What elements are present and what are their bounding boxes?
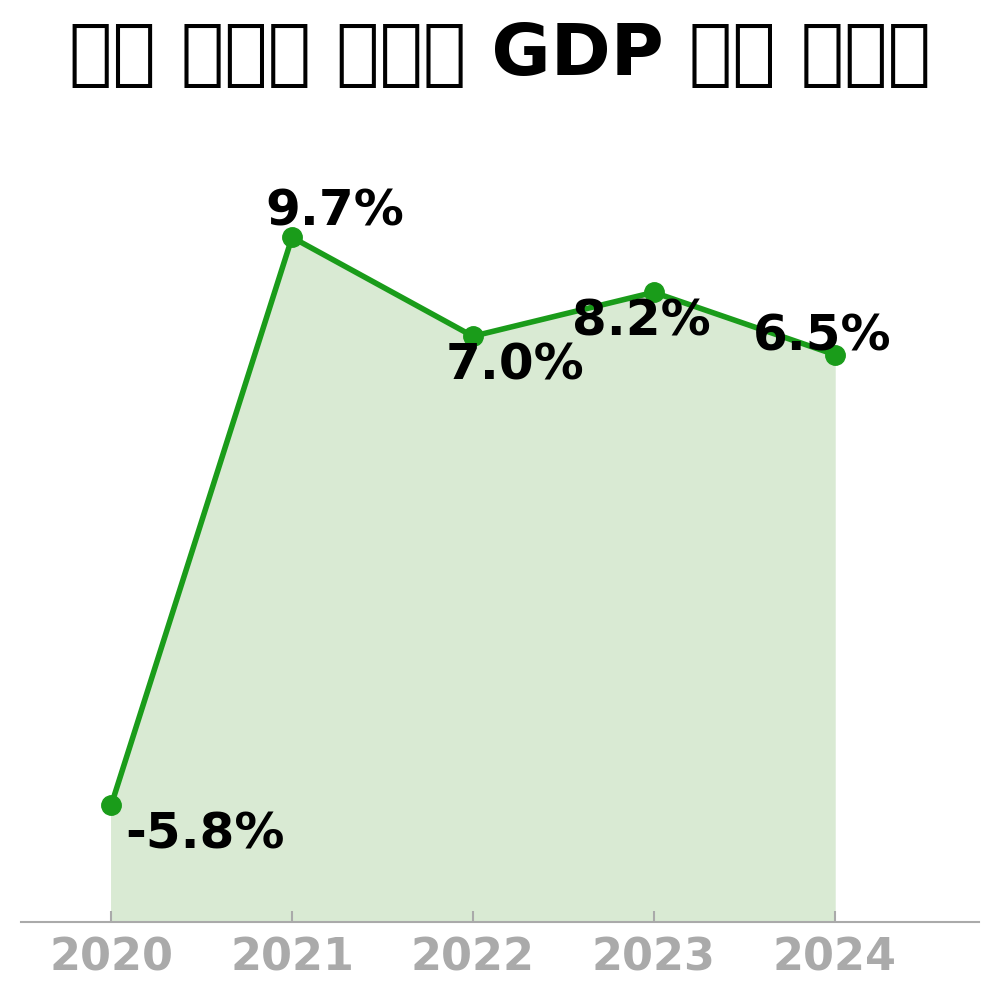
Point — [284, 229, 300, 245]
Text: 8.2%: 8.2% — [572, 298, 711, 346]
Title: हर साल में GDP का हाल: हर साल में GDP का हाल — [69, 21, 931, 90]
Text: 7.0%: 7.0% — [446, 342, 585, 390]
Point — [465, 328, 481, 344]
Point — [646, 284, 662, 300]
Point — [103, 797, 119, 813]
Point — [827, 347, 843, 363]
Text: 9.7%: 9.7% — [265, 188, 404, 236]
Text: 6.5%: 6.5% — [753, 312, 892, 360]
Text: -5.8%: -5.8% — [126, 810, 285, 858]
